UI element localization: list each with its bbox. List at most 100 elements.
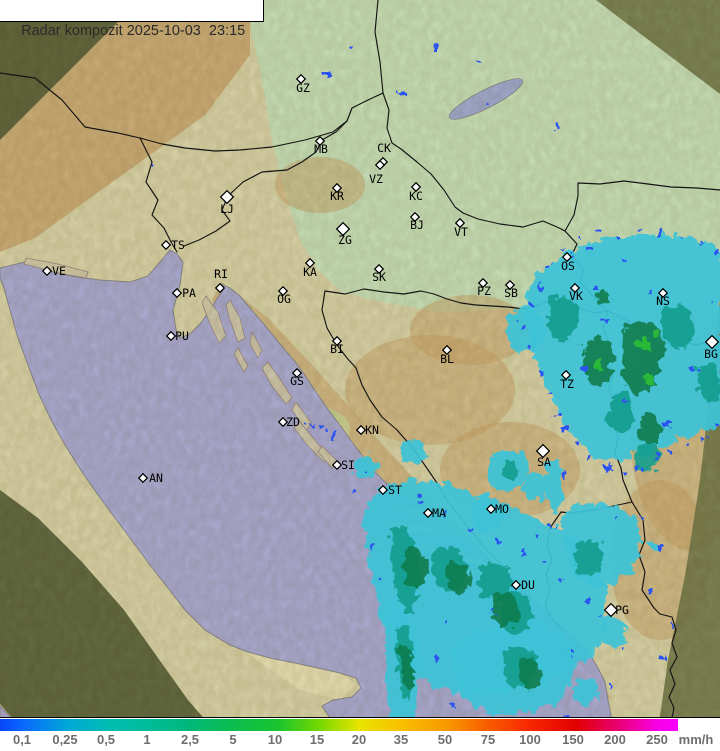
rain-speckle [558, 574, 562, 578]
station-BJ: BJ [409, 211, 424, 232]
rain-speckle [618, 644, 622, 648]
rain-speckle [430, 43, 435, 48]
rain-speckle [560, 470, 565, 475]
station-diamond-icon [603, 602, 619, 618]
station-label: BJ [410, 218, 424, 232]
rain-speckle [644, 288, 648, 292]
rain-speckle [654, 228, 659, 233]
title-bar: Radar kompozit 2025-10-03 23:15 [0, 0, 264, 39]
rain-speckle [560, 712, 565, 717]
station-diamond-icon [171, 287, 183, 299]
station-KR: KR [330, 182, 344, 203]
legend-labels: 0,1 0,25 0,5 1 2,5 5 10 15 20 35 50 75 100 150 200 250 m… [0, 731, 720, 751]
rain-speckle [654, 542, 659, 547]
rain-speckle [518, 322, 521, 325]
station-diamond-icon [373, 263, 385, 275]
station-GS: GS [290, 367, 304, 388]
station-label: BI [330, 342, 344, 356]
station-SI: SI [331, 458, 355, 472]
station-diamond-icon [41, 265, 53, 277]
station-label: BG [704, 347, 718, 361]
station-MA: MA [422, 506, 446, 520]
rain-speckle [481, 98, 485, 102]
legend-tick-100: 100 [519, 732, 541, 747]
station-diamond-icon [441, 344, 453, 356]
legend-tick-0,1: 0,1 [12, 732, 32, 747]
station-OG: OG [277, 285, 291, 306]
station-label: TZ [560, 377, 574, 391]
rain-speckle [466, 524, 469, 527]
station-label: GZ [296, 81, 310, 95]
station-label: PU [175, 329, 189, 343]
station-diamond-icon [335, 221, 351, 237]
rain-speckle [530, 530, 534, 534]
station-VE: VE [41, 264, 66, 278]
rain-speckle [492, 536, 496, 540]
station-PA: PA [171, 286, 196, 300]
station-label: NS [656, 294, 670, 308]
title-text: Radar kompozit 2025-10-03 23:15 [21, 23, 246, 39]
station-TS: TS [160, 238, 185, 252]
station-label: TS [171, 238, 185, 252]
station-diamond-icon [277, 285, 289, 297]
station-diamond-icon [295, 73, 307, 85]
rain-speckle [544, 390, 547, 393]
station-label: VT [454, 225, 468, 239]
station-diamond-icon [561, 251, 573, 263]
station-VT: VT [454, 217, 468, 239]
legend-tick-20: 20 [351, 732, 367, 747]
legend-tick-250: 250 [646, 732, 668, 747]
station-label: CK [377, 141, 391, 155]
station-diamond-icon [657, 287, 669, 299]
rain-speckle [552, 408, 556, 412]
rain-speckle [534, 282, 538, 286]
station-label: VK [569, 289, 583, 303]
station-label: ST [388, 483, 402, 497]
rain-speckle [148, 161, 151, 164]
legend: 0,1 0,25 0,5 1 2,5 5 10 15 20 35 50 75 100 150 200 250 m… [0, 717, 720, 751]
station-diamond-icon [331, 335, 343, 347]
rain-speckle [566, 648, 570, 652]
station-label: ZD [286, 415, 300, 429]
station-BG: BG [704, 334, 720, 361]
station-PZ: PZ [477, 277, 491, 298]
rain-speckle [622, 396, 625, 399]
station-label: SB [504, 286, 518, 300]
station-GZ: GZ [295, 73, 310, 95]
rain-speckle [612, 516, 615, 519]
rain-speckle [604, 682, 607, 685]
legend-tick-50: 50 [437, 732, 453, 747]
station-BI: BI [330, 335, 344, 356]
station-label: KC [409, 189, 423, 203]
rain-speckle [560, 424, 565, 429]
station-label: KR [330, 189, 344, 203]
station-label: MO [495, 502, 509, 516]
rain-speckle [580, 594, 585, 599]
rain-speckle [346, 41, 349, 44]
legend-tick-10: 10 [267, 732, 283, 747]
legend-tick-35: 35 [393, 732, 409, 747]
station-diamond-icon [510, 579, 522, 591]
station-PG: PG [603, 602, 629, 618]
station-ZG: ZG [335, 221, 352, 247]
legend-tick-5: 5 [229, 732, 237, 747]
legend-unit-label: mm/h [678, 732, 714, 747]
station-label: VE [52, 264, 66, 278]
rain-speckle [414, 496, 418, 500]
station-label: SK [372, 270, 386, 284]
rain-speckle [706, 300, 709, 303]
rain-speckle [668, 620, 672, 624]
station-label: PA [182, 286, 196, 300]
station-diamond-icon [560, 369, 572, 381]
legend-tick-0,5: 0,5 [96, 732, 116, 747]
rain-speckle [634, 462, 638, 466]
station-diamond-icon [331, 459, 343, 471]
rain-speckle [524, 300, 529, 305]
rain-speckle [444, 618, 447, 621]
station-ST: ST [377, 483, 402, 497]
station-label: KN [365, 423, 379, 437]
station-label: PZ [477, 284, 491, 298]
legend-bar-row [0, 717, 720, 732]
